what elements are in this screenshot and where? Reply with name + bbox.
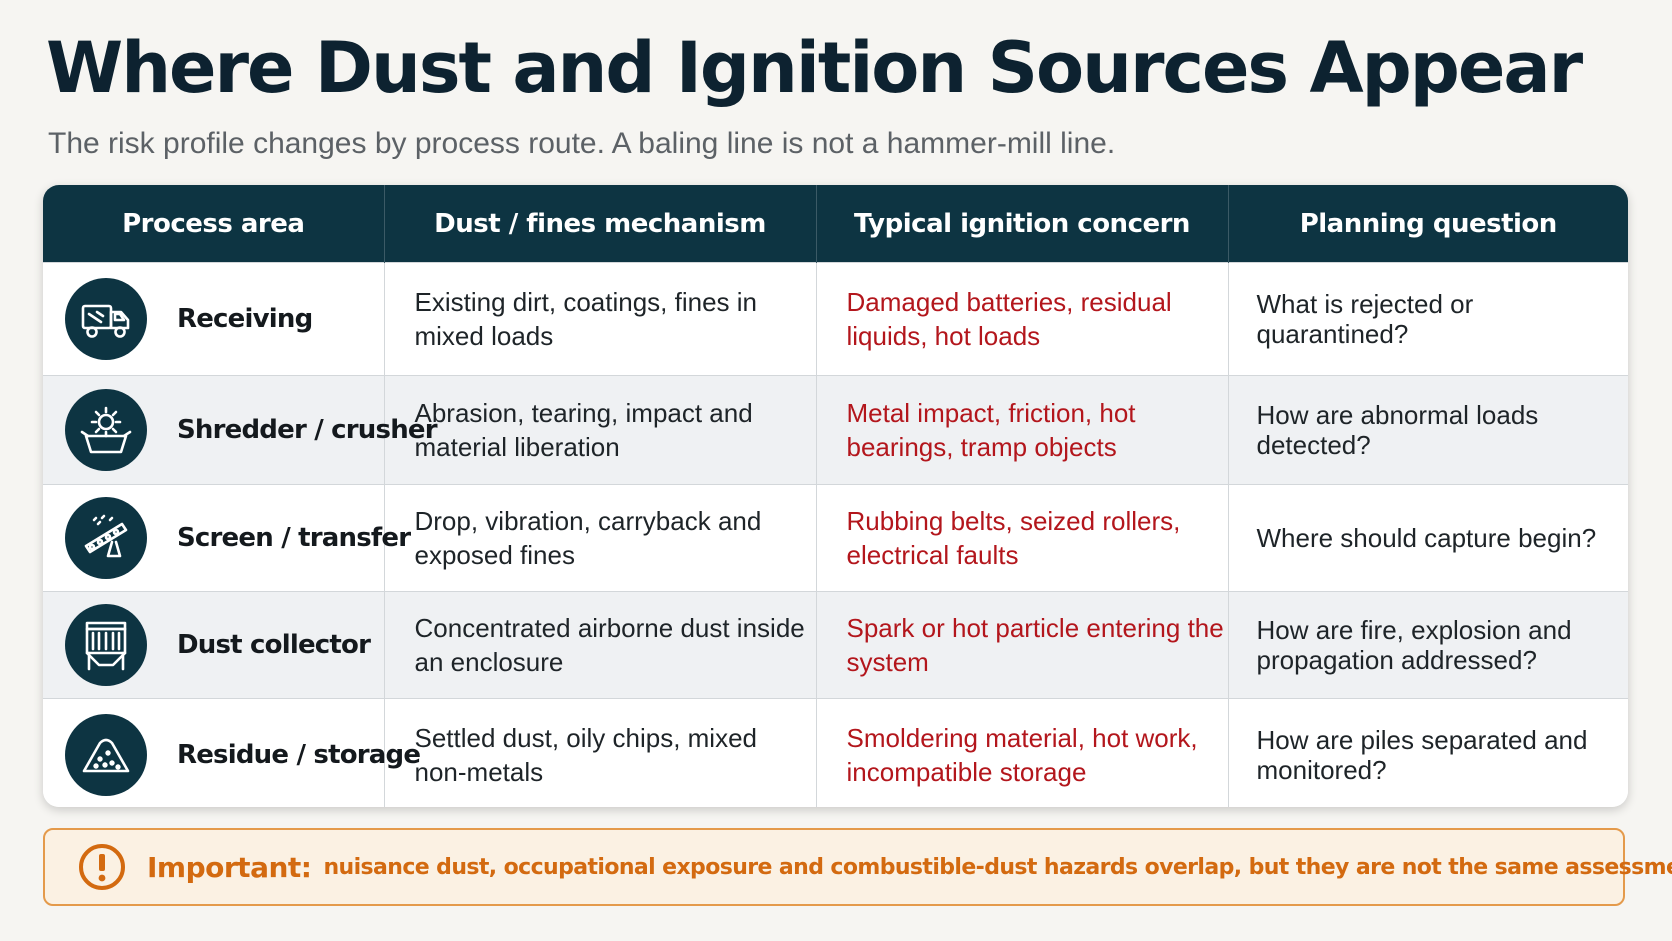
planning-question-cell: Where should capture begin?: [1228, 484, 1628, 592]
table-row: Dust collector Concentrated airborne dus…: [43, 591, 1628, 699]
table-header-row: Process area Dust / fines mechanism Typi…: [43, 185, 1628, 263]
header-process-area: Process area: [43, 185, 385, 263]
dust-collector-icon: [65, 604, 147, 686]
ignition-concern-cell: Spark or hot particle entering the syste…: [816, 591, 1229, 699]
truck-icon: [65, 278, 147, 360]
process-area-label: Receiving: [177, 304, 313, 334]
dust-mechanism-cell: Abrasion, tearing, impact and material l…: [384, 375, 817, 485]
table-row: Receiving Existing dirt, coatings, fines…: [43, 262, 1628, 376]
gear-shredder-icon: [65, 389, 147, 471]
table-row: Shredder / crusher Abrasion, tearing, im…: [43, 375, 1628, 485]
table-row: Screen / transfer Drop, vibration, carry…: [43, 484, 1628, 592]
callout-lead: Important:: [147, 850, 312, 884]
process-area-cell: Dust collector: [43, 591, 385, 699]
process-area-label: Screen / transfer: [177, 523, 411, 553]
dust-mechanism-cell: Settled dust, oily chips, mixed non-meta…: [384, 698, 817, 807]
page-subtitle: The risk profile changes by process rout…: [48, 127, 1116, 160]
conveyor-icon: [65, 497, 147, 579]
pile-icon: [65, 713, 147, 796]
process-table: Process area Dust / fines mechanism Typi…: [43, 185, 1628, 807]
ignition-concern-cell: Smoldering material, hot work, incompati…: [816, 698, 1229, 807]
process-area-label: Shredder / crusher: [177, 415, 438, 445]
callout-text: nuisance dust, occupational exposure and…: [323, 854, 1672, 880]
process-area-label: Residue / storage: [177, 739, 421, 770]
ignition-concern-cell: Damaged batteries, residual liquids, hot…: [816, 262, 1229, 376]
process-area-cell: Screen / transfer: [43, 484, 411, 592]
table-row: Residue / storage Settled dust, oily chi…: [43, 698, 1628, 807]
header-dust-mechanism: Dust / fines mechanism: [384, 185, 817, 263]
planning-question-cell: What is rejected or quarantined?: [1228, 262, 1628, 376]
process-area-cell: Residue / storage: [43, 698, 421, 807]
process-area-cell: Shredder / crusher: [43, 375, 438, 485]
process-area-label: Dust collector: [177, 630, 371, 660]
dust-mechanism-cell: Concentrated airborne dust inside an enc…: [384, 591, 817, 699]
planning-question-cell: How are fire, explosion and propagation …: [1228, 591, 1628, 699]
planning-question-cell: How are abnormal loads detected?: [1228, 375, 1628, 485]
alert-icon: [79, 844, 125, 890]
header-ignition-concern: Typical ignition concern: [816, 185, 1229, 263]
page-title: Where Dust and Ignition Sources Appear: [46, 27, 1583, 109]
ignition-concern-cell: Rubbing belts, seized rollers, electrica…: [816, 484, 1229, 592]
dust-mechanism-cell: Drop, vibration, carryback and exposed f…: [384, 484, 817, 592]
process-area-cell: Receiving: [43, 262, 385, 376]
important-callout: Important: nuisance dust, occupational e…: [43, 828, 1672, 906]
ignition-concern-cell: Metal impact, friction, hot bearings, tr…: [816, 375, 1229, 485]
dust-mechanism-cell: Existing dirt, coatings, fines in mixed …: [384, 262, 817, 376]
header-planning-question: Planning question: [1228, 185, 1628, 263]
planning-question-cell: How are piles separated and monitored?: [1228, 698, 1628, 807]
